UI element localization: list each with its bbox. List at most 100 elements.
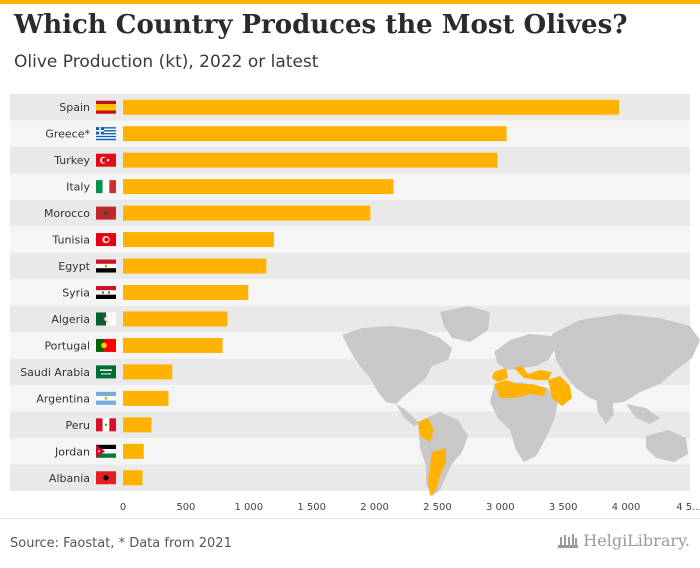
map-north-africa: [494, 380, 546, 398]
bar: [123, 232, 274, 248]
flag-part: [104, 237, 109, 242]
flag-part: [96, 134, 116, 136]
map-southeast-asia: [626, 404, 660, 424]
map-greenland: [440, 306, 490, 342]
category-label: Algeria: [51, 313, 90, 326]
flag-peru-icon: [96, 418, 116, 432]
category-label: Saudi Arabia: [20, 366, 90, 379]
flag-spain-icon: [96, 100, 116, 114]
flag-part: [101, 342, 107, 349]
helgilibrary-logo[interactable]: HelgiLibrary.: [557, 531, 690, 550]
flag-part: [96, 130, 116, 132]
category-label: Jordan: [54, 445, 90, 458]
map-spain-portugal: [492, 368, 508, 382]
flag-part: [104, 211, 108, 215]
bar-chart: Spain Greece* Turkey Italy Morocco Tunisia Egy…: [10, 94, 700, 513]
category-label: Spain: [59, 101, 90, 114]
bar: [123, 417, 152, 433]
category-label: Peru: [65, 419, 90, 432]
chart-title: Which Country Produces the Most Olives?: [14, 10, 628, 40]
flag-part: [96, 268, 116, 273]
flag-part: [107, 291, 111, 294]
category-label: Turkey: [53, 154, 90, 167]
bar: [123, 126, 507, 142]
category-label: Tunisia: [51, 234, 90, 247]
x-tick-label: 2 000: [360, 502, 389, 513]
flag-portugal-icon: [96, 338, 116, 352]
flag-part: [96, 259, 116, 264]
map-asia: [552, 314, 700, 404]
flag-part: [104, 264, 108, 268]
flag-egypt-icon: [96, 259, 116, 273]
map-india: [596, 398, 614, 424]
footer-divider: [0, 518, 700, 519]
flag-part: [102, 180, 110, 194]
flag-part: [96, 338, 104, 352]
flag-part: [96, 103, 116, 111]
flag-part: [96, 290, 116, 295]
x-tick-label: 1 500: [297, 502, 326, 513]
map-med-countries: [514, 366, 552, 380]
bar: [123, 205, 371, 221]
logo-text: HelgiLibrary.: [583, 531, 690, 550]
map-central-america: [396, 404, 420, 426]
bar: [123, 258, 267, 274]
x-tick-label: 4 5...: [676, 502, 700, 513]
flag-part: [96, 418, 103, 432]
bar: [123, 179, 394, 195]
flag-turkey-icon: [96, 153, 116, 167]
flag-part: [96, 180, 103, 194]
flag-albania-icon: [96, 471, 116, 485]
flag-part: [101, 157, 108, 163]
flag-part: [96, 444, 116, 450]
flag-part: [104, 396, 108, 400]
flag-part: [96, 294, 116, 299]
flag-part: [96, 135, 116, 138]
map-peru: [418, 418, 434, 442]
category-label: Egypt: [58, 260, 90, 273]
map-middle-east: [548, 376, 572, 406]
flag-algeria-icon: [96, 312, 116, 326]
flag-part: [106, 312, 116, 326]
flag-part: [98, 450, 100, 453]
flag-part: [96, 400, 116, 405]
x-tick-label: 500: [176, 502, 195, 513]
category-label: Portugal: [44, 339, 90, 352]
flag-part: [96, 449, 116, 454]
flag-part: [101, 291, 105, 294]
x-tick-label: 4 000: [612, 502, 641, 513]
x-tick-label: 2 500: [423, 502, 452, 513]
flag-part: [101, 373, 111, 375]
x-tick-label: 3 500: [549, 502, 578, 513]
bar: [123, 337, 223, 353]
flag-part: [96, 130, 104, 132]
flag-jordan-icon: [96, 444, 116, 458]
flag-part: [104, 338, 116, 352]
category-label: Argentina: [36, 392, 90, 405]
flag-part: [96, 286, 116, 291]
map-europe: [494, 334, 556, 370]
flag-part: [96, 444, 105, 458]
flag-part: [104, 316, 110, 322]
bar: [123, 311, 228, 327]
flag-part: [96, 391, 116, 397]
world-map-background: [342, 306, 700, 496]
flag-part: [100, 369, 112, 371]
flag-part: [96, 137, 116, 139]
bar: [123, 285, 249, 300]
flag-part: [96, 312, 106, 326]
bar: [123, 364, 173, 380]
flag-saudi-arabia-icon: [96, 365, 116, 379]
flag-syria-icon: [96, 286, 116, 299]
flag-argentina-icon: [96, 391, 116, 405]
library-building-icon: [558, 533, 579, 548]
flag-greece-icon: [96, 127, 116, 141]
flag-part: [96, 138, 116, 141]
map-argentina: [428, 448, 446, 496]
flag-italy-icon: [96, 180, 116, 194]
category-label: Syria: [62, 287, 90, 300]
chart-subtitle: Olive Production (kt), 2022 or latest: [14, 52, 319, 72]
bar: [123, 99, 620, 115]
flag-part: [96, 127, 116, 129]
category-label: Morocco: [44, 207, 90, 220]
